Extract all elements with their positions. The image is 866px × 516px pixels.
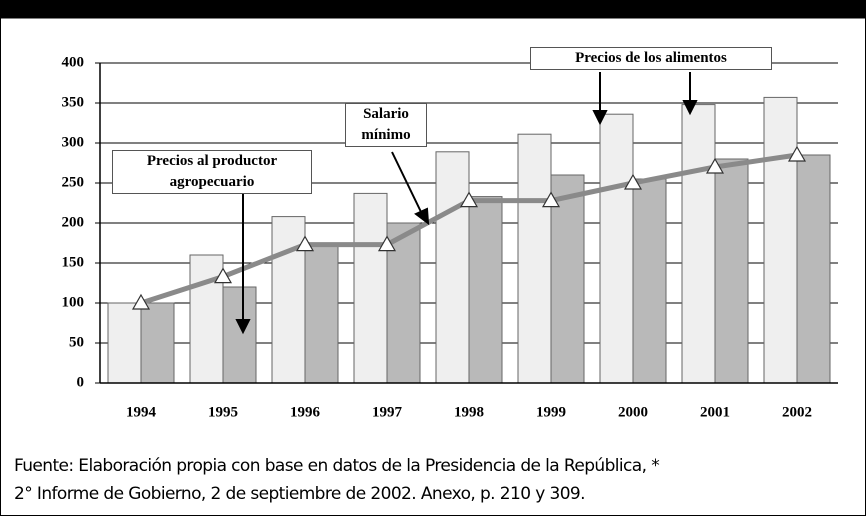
bar: [468, 196, 503, 384]
y-tick-label: 50: [69, 334, 84, 350]
annotation: Salario mínimo: [345, 103, 427, 147]
y-tick-label: 0: [77, 374, 85, 390]
bar: [599, 113, 634, 384]
y-tick-label: 400: [62, 54, 85, 70]
y-tick-label: 350: [62, 94, 85, 110]
bar: [189, 254, 224, 384]
bar: [353, 192, 388, 384]
bar: [550, 174, 585, 384]
y-tick-label: 300: [62, 134, 85, 150]
annotation: Precios de los alimentos: [530, 47, 772, 70]
bar: [796, 154, 831, 384]
x-tick-label: 1996: [290, 404, 321, 420]
y-tick-label: 150: [62, 254, 85, 270]
x-tick-label: 2002: [782, 404, 812, 420]
x-tick-label: 1995: [208, 404, 238, 420]
x-tick-label: 1998: [454, 404, 484, 420]
y-tick-label: 200: [62, 214, 85, 230]
x-tick-label: 1994: [126, 404, 157, 420]
line-marker: [459, 191, 479, 208]
bar: [140, 302, 175, 384]
bar: [517, 133, 552, 384]
x-tick-label: 2001: [700, 404, 730, 420]
line-marker: [213, 267, 233, 284]
line-marker: [787, 145, 807, 162]
footnote: Fuente: Elaboración propia con base en d…: [14, 456, 660, 476]
bar: [632, 178, 667, 384]
bar: [681, 104, 716, 384]
line-marker: [131, 293, 151, 310]
y-tick-label: 100: [62, 294, 85, 310]
arrows: [235, 72, 698, 335]
x-tick-label: 1997: [372, 404, 403, 420]
annotation: Precios al productor agropecuario: [112, 150, 312, 194]
footnote: 2° Informe de Gobierno, 2 de septiembre …: [14, 484, 586, 504]
line-marker: [705, 157, 725, 174]
bar: [714, 158, 749, 384]
line-marker: [623, 173, 643, 190]
line-marker: [295, 235, 315, 252]
x-tick-label: 1999: [536, 404, 566, 420]
top-band: [0, 0, 866, 18]
x-tick-label: 2000: [618, 404, 648, 420]
bar: [107, 302, 142, 384]
bar: [271, 216, 306, 384]
bar: [763, 96, 798, 384]
bar: [435, 151, 470, 384]
y-tick-label: 250: [62, 174, 85, 190]
bar: [222, 286, 257, 384]
bar: [304, 242, 339, 384]
line-marker: [541, 191, 561, 208]
line-marker: [377, 235, 397, 252]
